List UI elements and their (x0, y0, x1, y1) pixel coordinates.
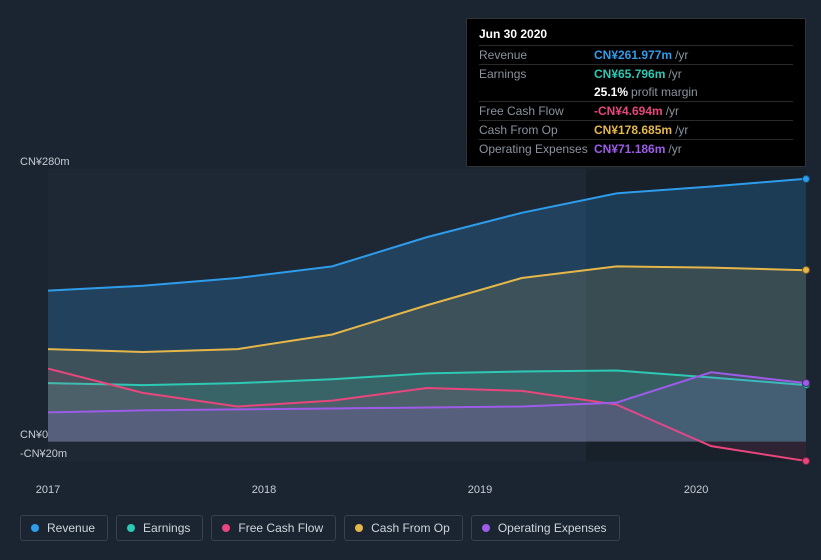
tooltip-row-label: Operating Expenses (479, 142, 594, 156)
legend-item-operating-expenses[interactable]: Operating Expenses (471, 515, 620, 541)
legend-item-free-cash-flow[interactable]: Free Cash Flow (211, 515, 336, 541)
tooltip-row-value: -CN¥4.694m (594, 104, 663, 118)
series-end-marker (802, 266, 810, 274)
series-end-marker (802, 175, 810, 183)
tooltip-row: EarningsCN¥65.796m/yr (479, 64, 793, 83)
tooltip-row-label: Free Cash Flow (479, 104, 594, 118)
tooltip-row: RevenueCN¥261.977m/yr (479, 45, 793, 64)
x-axis: 2017201820192020 (48, 484, 806, 500)
tooltip-row-value: CN¥71.186m (594, 142, 665, 156)
tooltip-row-label: Earnings (479, 67, 594, 81)
legend-item-revenue[interactable]: Revenue (20, 515, 108, 541)
plot-area[interactable] (48, 169, 806, 461)
tooltip-row: 25.1%profit margin (479, 83, 793, 101)
legend-item-earnings[interactable]: Earnings (116, 515, 203, 541)
y-axis-label: CN¥0 (20, 429, 48, 441)
series-end-marker (802, 379, 810, 387)
legend-swatch (355, 524, 363, 532)
x-axis-label: 2019 (468, 484, 492, 496)
x-axis-label: 2018 (252, 484, 276, 496)
tooltip-row-unit: /yr (675, 48, 688, 62)
legend-swatch (482, 524, 490, 532)
tooltip-row-value: CN¥178.685m (594, 123, 672, 137)
x-axis-label: 2017 (36, 484, 60, 496)
financials-area-chart: CN¥280mCN¥0-CN¥20m (20, 155, 806, 475)
series-end-marker (802, 457, 810, 465)
tooltip-row-value: 25.1% (594, 85, 628, 99)
tooltip-row-unit: /yr (675, 123, 688, 137)
legend-label: Earnings (143, 521, 190, 535)
tooltip-row: Free Cash Flow-CN¥4.694m/yr (479, 101, 793, 120)
tooltip-row-unit: profit margin (631, 85, 698, 99)
legend-swatch (31, 524, 39, 532)
tooltip-row-unit: /yr (668, 67, 681, 81)
tooltip-row: Operating ExpensesCN¥71.186m/yr (479, 139, 793, 158)
legend-swatch (127, 524, 135, 532)
tooltip-row: Cash From OpCN¥178.685m/yr (479, 120, 793, 139)
tooltip-row-value: CN¥65.796m (594, 67, 665, 81)
legend-swatch (222, 524, 230, 532)
tooltip-row-label: Revenue (479, 48, 594, 62)
legend-item-cash-from-op[interactable]: Cash From Op (344, 515, 463, 541)
legend-label: Operating Expenses (498, 521, 607, 535)
tooltip-row-unit: /yr (666, 104, 679, 118)
x-axis-label: 2020 (684, 484, 708, 496)
chart-legend: Revenue Earnings Free Cash Flow Cash From O… (20, 515, 620, 541)
y-axis-label: CN¥280m (20, 156, 70, 168)
tooltip-row-unit: /yr (668, 142, 681, 156)
tooltip-row-label (479, 85, 594, 99)
tooltip-date: Jun 30 2020 (479, 27, 793, 45)
legend-label: Free Cash Flow (238, 521, 323, 535)
chart-tooltip: Jun 30 2020 RevenueCN¥261.977m/yrEarning… (466, 18, 806, 167)
tooltip-row-value: CN¥261.977m (594, 48, 672, 62)
legend-label: Revenue (47, 521, 95, 535)
legend-label: Cash From Op (371, 521, 450, 535)
tooltip-row-label: Cash From Op (479, 123, 594, 137)
